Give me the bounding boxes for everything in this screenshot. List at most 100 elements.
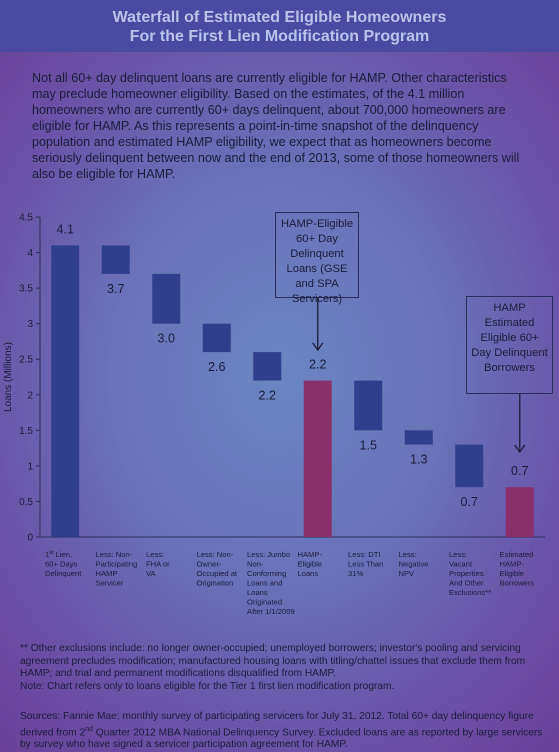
category-label-line: Eligible [298, 560, 322, 569]
y-tick-label: 4.5 [19, 213, 33, 224]
callout-estimated-eligible-borrowers-text: HAMP Estimated Eligible 60+ Day Delinque… [471, 302, 548, 374]
callout-estimated-eligible-borrowers: HAMP Estimated Eligible 60+ Day Delinque… [466, 296, 553, 394]
category-label: Less: Vacant Properties And Other Exclusions… [449, 550, 491, 597]
category-label-line: Non- [247, 560, 264, 569]
category-label-line: Occupied at [197, 569, 238, 578]
bar-value-label: 0.7 [511, 464, 528, 478]
category-label: Less: DTI Less Than 31% [348, 550, 383, 578]
category-label-superscript: st [49, 550, 54, 556]
callout-hamp-eligible-loans-text: HAMP-Eligible 60+ Day Delinquent Loans (… [280, 218, 354, 305]
footnote: ** Other exclusions include: no longer o… [20, 643, 545, 693]
category-label-line: 60+ Days [45, 560, 77, 569]
category-label-line: Origination [197, 579, 234, 588]
category-label: Less: FHA or VA [146, 550, 170, 578]
category-label-line: Vacant [449, 560, 473, 569]
bar-value-label: 1.3 [410, 453, 427, 467]
category-label-line: And Other [449, 579, 484, 588]
category-label-line: 1st Lien, [45, 550, 72, 559]
sources-text-part2: Quarter 2012 MBA National Delinquency Su… [20, 726, 543, 751]
y-tick-label: 2 [27, 390, 33, 401]
arrows-group [312, 298, 526, 454]
bar-value-label: 4.1 [57, 222, 74, 236]
bar-value-label: 2.6 [208, 360, 225, 374]
category-label-line: Less: [449, 550, 467, 559]
category-label: Less: Non-Participating HAMP Servicer [96, 550, 138, 588]
category-label: Less: Non-Owner-Occupied at Origination [197, 550, 238, 588]
category-label-line: HAMP- [500, 560, 525, 569]
bar-value-label: 1.5 [360, 438, 377, 452]
callout-hamp-eligible-loans: HAMP-Eligible 60+ Day Delinquent Loans (… [275, 212, 359, 305]
waterfall-bar [303, 380, 332, 537]
category-label-line: NPV [399, 569, 416, 578]
category-label-line: Loans [247, 588, 268, 597]
bars-group [51, 245, 534, 537]
y-tick-label: 0.5 [19, 497, 33, 508]
header-banner: Waterfall of Estimated Eligible Homeowne… [0, 0, 559, 52]
sources-text-part1: Sources: Fannie Mae; monthly survey of p… [20, 711, 534, 738]
category-label-line: HAMP- [298, 550, 323, 559]
category-label-line: Loans [298, 569, 319, 578]
waterfall-bar [404, 430, 433, 445]
category-label-line: Exclusions** [449, 588, 491, 597]
y-tick-label: 3.5 [19, 284, 33, 295]
waterfall-bar [101, 245, 130, 274]
bar-value-label: 2.2 [259, 389, 276, 403]
bar-value-label: 3.7 [107, 282, 124, 296]
footnote-exclusions: ** Other exclusions include: no longer o… [20, 643, 526, 679]
category-label-line: Eligible [500, 569, 524, 578]
category-label-line: HAMP [96, 569, 118, 578]
bar-value-label: 2.2 [309, 358, 326, 372]
category-label: Estimated HAMP-Eligible Borrowers [500, 550, 535, 588]
category-label-line: Less: Non- [197, 550, 234, 559]
category-label-line: Less: [399, 550, 417, 559]
footnote-note: Note: Chart refers only to loans eligibl… [20, 680, 395, 692]
bar-value-label: 0.7 [461, 495, 478, 509]
arrow-estimated-eligible-head [514, 444, 526, 454]
category-label-line: Less: Jumbo [247, 550, 290, 559]
waterfall-bar [505, 487, 534, 537]
y-tick-label: 2.5 [19, 355, 33, 366]
category-label-line: Delinquent [45, 569, 82, 578]
arrow-hamp-eligible-head [312, 342, 324, 352]
category-label-line: Loans and [247, 579, 282, 588]
category-label-line: Less Than [348, 560, 383, 569]
bar-value-label: 3.0 [158, 332, 175, 346]
chart-title-line2: For the First Lien Modification Program [129, 28, 430, 45]
category-label: Less: Jumbo Non-Conforming Loans and Loans O… [247, 550, 295, 616]
sources-note: Sources: Fannie Mae; monthly survey of p… [20, 711, 545, 752]
y-axis-title: Loans (Millions) [3, 342, 14, 412]
category-label-line: Originated [247, 598, 282, 607]
waterfall-bar [51, 245, 80, 537]
y-tick-label: 4 [27, 248, 33, 259]
waterfall-bar [202, 323, 231, 353]
y-tick-label: 1.5 [19, 426, 33, 437]
category-label-line: After 1/1/2009 [247, 607, 295, 616]
waterfall-bar [354, 380, 383, 431]
sources-superscript: nd [85, 725, 93, 733]
category-label-line: Owner- [197, 560, 222, 569]
y-tick-label: 0 [27, 533, 33, 544]
category-label-line: 31% [348, 569, 363, 578]
chart-title-line1: Waterfall of Estimated Eligible Homeowne… [112, 9, 447, 26]
category-label-line: VA [146, 569, 157, 578]
waterfall-chart: 0 0.5 1 1.5 2 2.5 3 3.5 4 4.5 Loans (Millions) 4.1… [3, 213, 545, 616]
category-label-line: Borrowers [500, 579, 535, 588]
y-tick-label: 1 [27, 461, 33, 472]
category-label-line: Conforming [247, 569, 286, 578]
value-labels-group: 4.1 3.7 3.0 2.6 2.2 2.2 1.5 1.3 0.7 0.7 [57, 222, 529, 509]
category-label-rest: Lien, [54, 550, 73, 559]
category-label-line: Servicer [96, 579, 124, 588]
category-label-line: Less: Non- [96, 550, 133, 559]
waterfall-bar [253, 352, 282, 381]
axis-group: 0 0.5 1 1.5 2 2.5 3 3.5 4 4.5 Loans (Millions) [3, 213, 545, 544]
category-label-line: Participating [96, 560, 138, 569]
category-label-line: Estimated [500, 550, 534, 559]
waterfall-bar [152, 273, 181, 324]
category-label-line: FHA or [146, 560, 170, 569]
y-tick-label: 3 [27, 319, 33, 330]
category-label: HAMP-Eligible Loans [298, 550, 323, 578]
category-label: 1st Lien, 60+ Days Delinquent [45, 550, 82, 578]
waterfall-bar [455, 444, 484, 488]
category-label-line: Less: DTI [348, 550, 381, 559]
